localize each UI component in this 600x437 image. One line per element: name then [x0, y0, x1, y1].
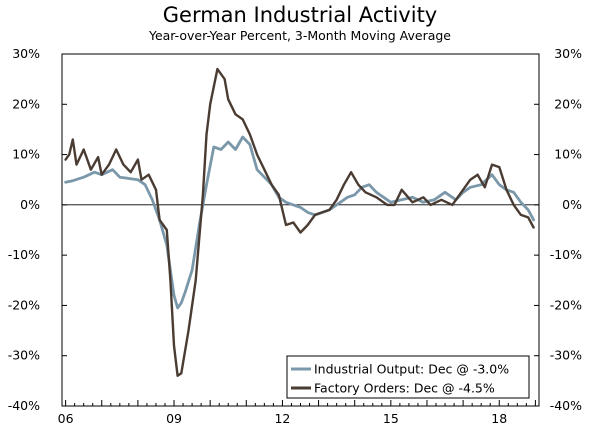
x-tick-label: 15 — [383, 411, 399, 426]
y-tick-label-right: 20% — [554, 96, 582, 111]
x-tick-label: 12 — [274, 411, 290, 426]
y-tick-label-right: 30% — [554, 46, 582, 61]
chart-title: German Industrial Activity — [162, 3, 438, 27]
plot-frame — [61, 53, 540, 407]
y-tick-label-left: -30% — [8, 348, 40, 363]
legend-label-factory-orders: Factory Orders: Dec @ -4.5% — [314, 381, 495, 396]
series-lines — [64, 67, 535, 377]
x-tick-label: 09 — [166, 411, 182, 426]
y-tick-label-left: 0% — [20, 197, 40, 212]
series-line-factory-orders — [64, 67, 535, 377]
x-tick-label: 06 — [58, 411, 74, 426]
axes: 30% 30% 20% 20% 10% 10% 0% 0% -10% -10% -20% -20% -3… — [8, 46, 582, 426]
chart-subtitle: Year-over-Year Percent, 3-Month Moving A… — [148, 28, 451, 43]
y-tick-label-right: -30% — [550, 348, 582, 363]
legend: Industrial Output: Dec @ -3.0% Factory Or… — [286, 355, 530, 399]
y-tick-label-left: 20% — [12, 96, 40, 111]
y-tick-label-right: 0% — [562, 197, 582, 212]
x-tick-label: 18 — [491, 411, 507, 426]
y-tick-label-right: 10% — [554, 147, 582, 162]
y-tick-label-left: 30% — [12, 46, 40, 61]
y-tick-label-right: -20% — [550, 297, 582, 312]
legend-box — [286, 355, 530, 399]
y-tick-label-left: 10% — [12, 147, 40, 162]
y-tick-label-right: -10% — [550, 247, 582, 262]
y-tick-label-left: -40% — [8, 398, 40, 413]
y-tick-label-left: -10% — [8, 247, 40, 262]
legend-label-industrial-output: Industrial Output: Dec @ -3.0% — [314, 362, 509, 377]
y-tick-label-right: -40% — [550, 398, 582, 413]
y-tick-label-left: -20% — [8, 297, 40, 312]
series-line-industrial-output — [64, 135, 535, 310]
